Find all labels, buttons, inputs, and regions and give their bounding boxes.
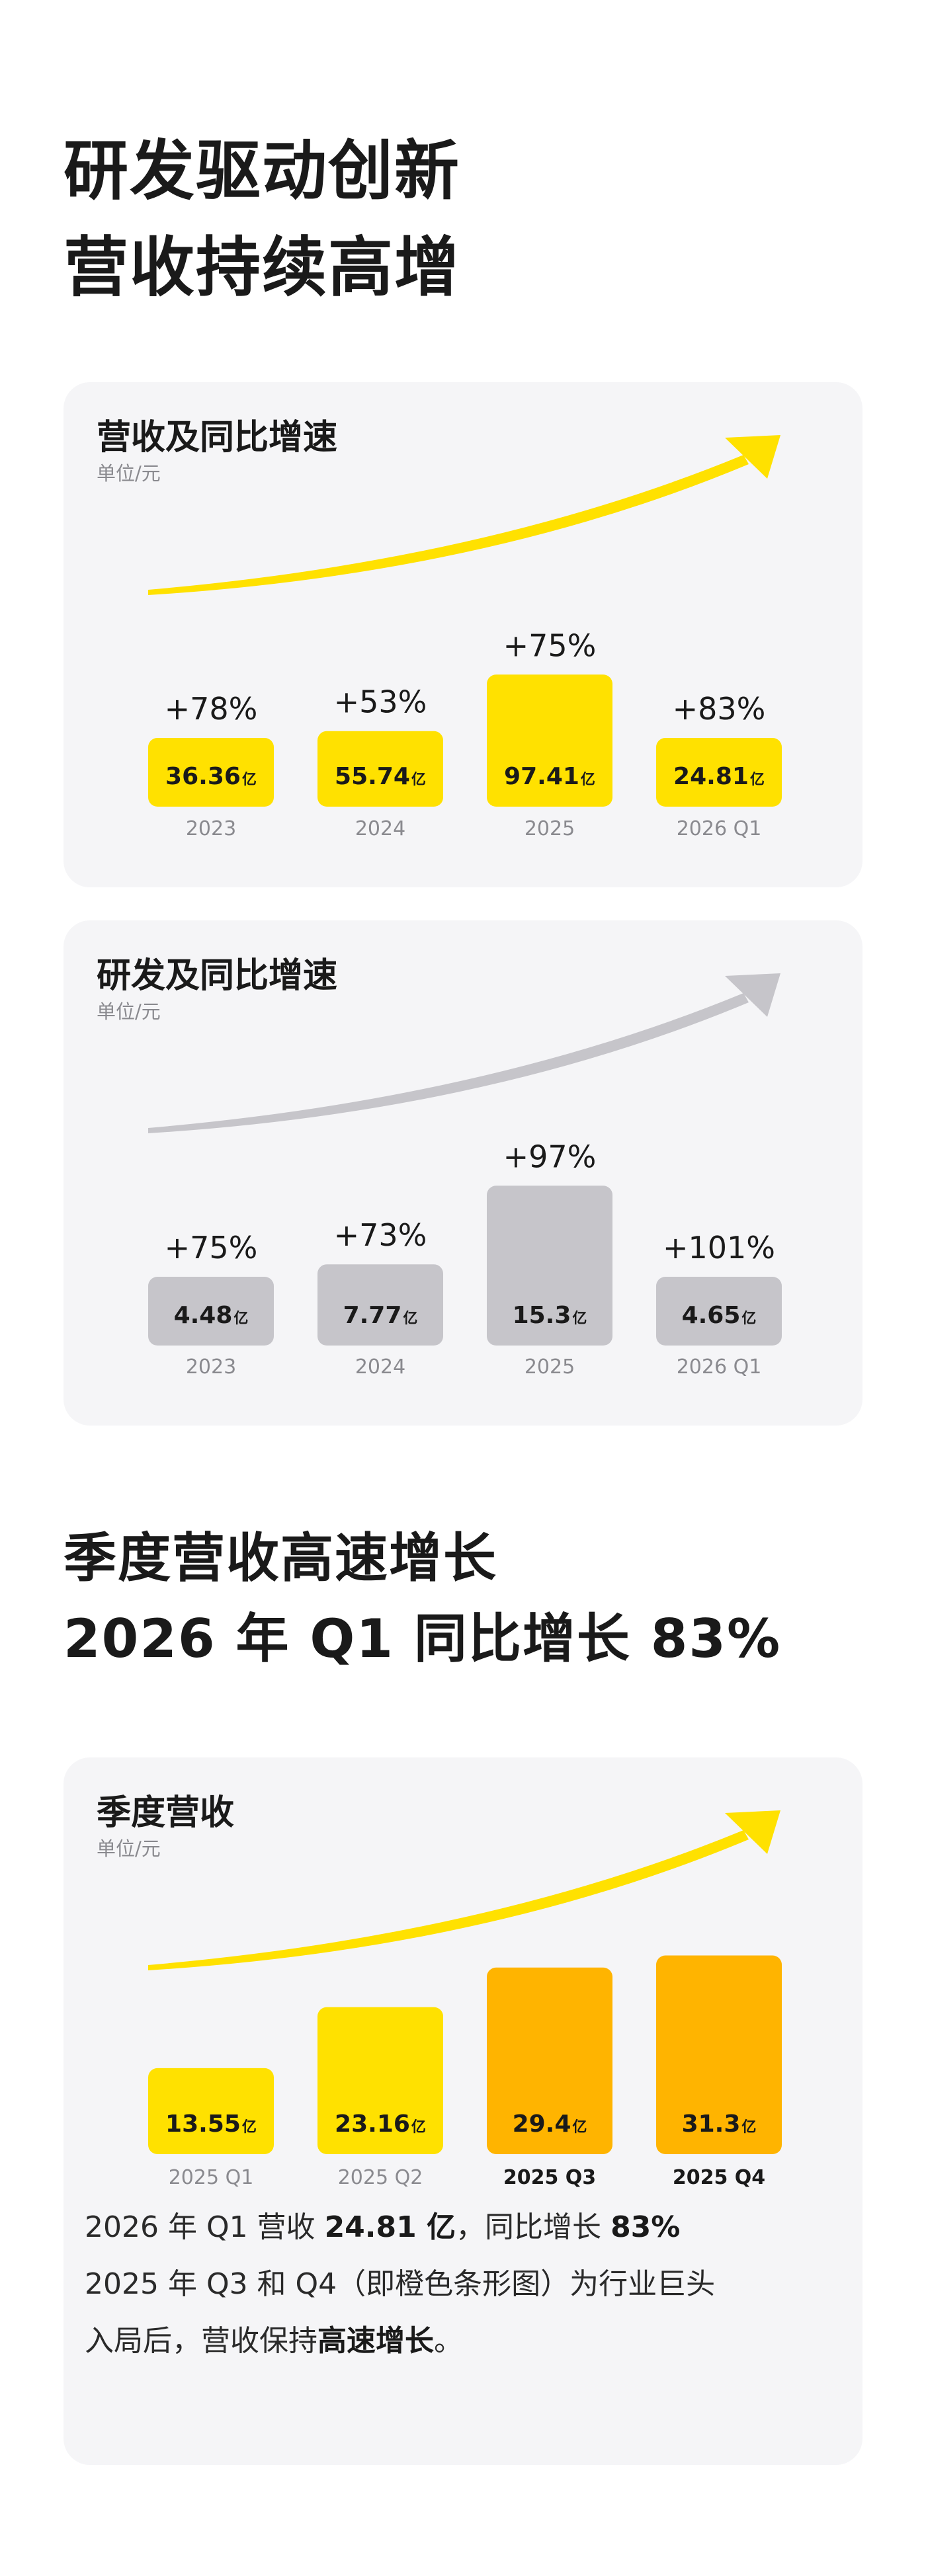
note-highlight: 24.81 亿 bbox=[324, 2210, 456, 2244]
data-label: 97.41亿 bbox=[504, 763, 595, 790]
x-tick-label: 2026 Q1 bbox=[677, 817, 762, 840]
data-label-unit: 亿 bbox=[572, 2119, 587, 2136]
data-label-unit: 亿 bbox=[242, 2119, 257, 2136]
x-tick-label: 2025 Q4 bbox=[673, 2166, 765, 2189]
data-label-unit: 亿 bbox=[741, 1310, 756, 1327]
headline-2-line-2: 2026 年 Q1 同比增长 83% bbox=[63, 1608, 782, 1670]
data-label-unit: 亿 bbox=[233, 1310, 248, 1327]
headline-2-line-1: 季度营收高速增长 bbox=[63, 1527, 497, 1589]
note-line-2: 2025 年 Q3 和 Q4（即橙色条形图）为行业巨头 bbox=[85, 2267, 716, 2301]
trend-arrow-shaft bbox=[148, 993, 749, 1133]
data-label-unit: 亿 bbox=[411, 772, 426, 788]
data-label-unit: 亿 bbox=[572, 1310, 587, 1327]
chart-title: 季度营收 bbox=[97, 1793, 235, 1833]
x-tick-label: 2025 bbox=[525, 817, 575, 840]
x-tick-label: 2023 bbox=[186, 817, 236, 840]
bar bbox=[148, 1277, 274, 1346]
quarterly-note: 2026 年 Q1 营收 24.81 亿，同比增长 83% 2025 年 Q3 … bbox=[85, 2199, 839, 2370]
rd-chart: 4.48亿+75%20237.77亿+73%202415.3亿+97%20254… bbox=[148, 973, 782, 1379]
quarterly-chart-card: 季度营收 单位/元 13.55亿 2025 Q1 23.16亿 2025 Q2 29.4… bbox=[63, 1757, 863, 2465]
x-tick-label: 2025 Q1 bbox=[169, 2166, 254, 2189]
data-label-unit: 亿 bbox=[242, 772, 257, 788]
data-label-unit: 亿 bbox=[750, 772, 765, 788]
data-label-unit: 亿 bbox=[411, 2119, 426, 2136]
trend-arrow bbox=[148, 435, 780, 595]
note-text: 入局后，营收保持 bbox=[85, 2324, 317, 2358]
note-text: 。 bbox=[434, 2324, 463, 2358]
trend-arrow-head bbox=[725, 1810, 780, 1854]
trend-arrow-head bbox=[725, 435, 780, 479]
growth-label: +83% bbox=[673, 691, 766, 727]
note-highlight: 高速增长 bbox=[317, 2324, 434, 2358]
headline-1: 研发驱动创新 营收持续高增 bbox=[63, 123, 460, 316]
x-tick-label: 2024 bbox=[355, 1355, 405, 1379]
bar bbox=[487, 1186, 612, 1346]
chart-title: 研发及同比增速 bbox=[97, 956, 338, 996]
trend-arrow-shaft bbox=[148, 455, 749, 595]
growth-label: +53% bbox=[334, 684, 427, 720]
note-text: 2026 年 Q1 营收 bbox=[85, 2210, 325, 2244]
data-label-unit: 亿 bbox=[403, 1310, 417, 1327]
trend-arrow bbox=[148, 973, 780, 1133]
bar bbox=[317, 731, 443, 807]
growth-label: +73% bbox=[334, 1217, 427, 1253]
chart-unit: 单位/元 bbox=[97, 462, 161, 485]
chart-unit: 单位/元 bbox=[97, 1837, 161, 1860]
bar bbox=[317, 1264, 443, 1346]
headline-1-line-2: 营收持续高增 bbox=[63, 230, 461, 305]
growth-label: +78% bbox=[165, 691, 258, 727]
x-tick-label: 2023 bbox=[186, 1355, 236, 1379]
growth-label: +75% bbox=[503, 627, 597, 663]
chart-unit: 单位/元 bbox=[97, 1000, 161, 1023]
note-text: ，同比增长 bbox=[456, 2210, 611, 2244]
x-tick-label: 2025 bbox=[525, 1355, 575, 1379]
headline-1-line-1: 研发驱动创新 bbox=[63, 134, 461, 209]
trend-arrow-shaft bbox=[148, 1830, 749, 1970]
bar bbox=[487, 674, 612, 807]
revenue-chart: 36.36亿+78%202355.74亿+53%202497.41亿+75%20… bbox=[148, 435, 782, 840]
chart-title: 营收及同比增速 bbox=[97, 418, 338, 458]
bar bbox=[656, 738, 782, 807]
revenue-chart-card: 营收及同比增速 单位/元 36.36亿 +78% 2023 55.74亿 +53% 202… bbox=[63, 382, 863, 887]
growth-label: +97% bbox=[503, 1139, 597, 1174]
x-tick-label: 2024 bbox=[355, 817, 405, 840]
note-line-1: 2026 年 Q1 营收 24.81 亿，同比增长 83% bbox=[85, 2199, 839, 2256]
rd-chart-card: 研发及同比增速 单位/元 4.48亿 +75% 2023 7.77亿 +73% 2024 1… bbox=[63, 920, 863, 1426]
bar bbox=[148, 2068, 274, 2154]
note-highlight: 83% bbox=[610, 2210, 681, 2244]
x-tick-label: 2025 Q2 bbox=[338, 2166, 423, 2189]
x-tick-label: 2026 Q1 bbox=[677, 1355, 762, 1379]
bar bbox=[317, 2007, 443, 2154]
headline-2: 季度营收高速增长 2026 年 Q1 同比增长 83% bbox=[63, 1518, 781, 1679]
bar bbox=[487, 1967, 612, 2154]
data-label-unit: 亿 bbox=[581, 772, 595, 788]
trend-arrow-head bbox=[725, 973, 780, 1017]
data-label-unit: 亿 bbox=[741, 2119, 756, 2136]
growth-label: +101% bbox=[663, 1230, 775, 1266]
trend-arrow bbox=[148, 1810, 780, 1970]
bar bbox=[656, 1955, 782, 2154]
x-tick-label: 2025 Q3 bbox=[503, 2166, 596, 2189]
growth-label: +75% bbox=[165, 1230, 258, 1266]
bar bbox=[656, 1277, 782, 1346]
bar bbox=[148, 738, 274, 807]
note-line-3: 入局后，营收保持高速增长。 bbox=[85, 2313, 839, 2370]
